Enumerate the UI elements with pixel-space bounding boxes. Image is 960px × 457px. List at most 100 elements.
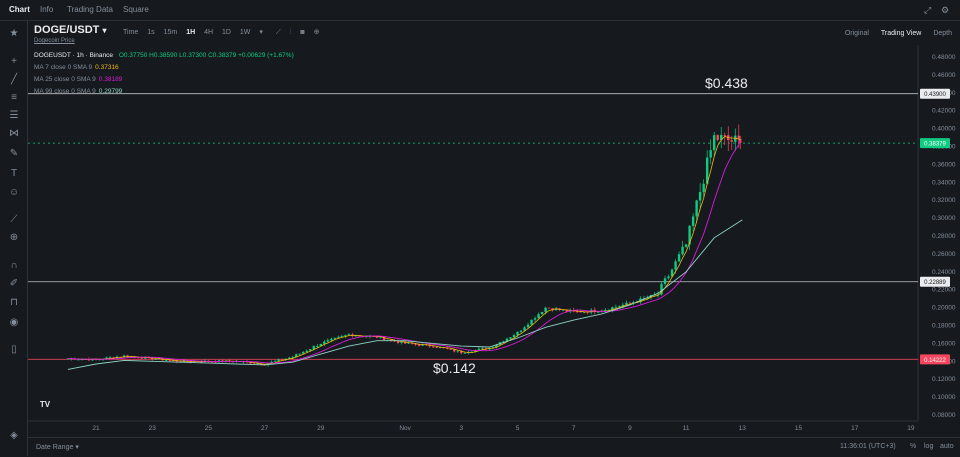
lock-draw-icon[interactable]: ✐ [9, 278, 19, 289]
candle-body [340, 336, 344, 337]
time-tick-label: 21 [92, 425, 100, 432]
fib-icon[interactable]: ☰ [9, 110, 19, 121]
view-trading-view[interactable]: Trading View [880, 30, 922, 37]
candle-body [667, 276, 670, 279]
candle-body [291, 356, 294, 358]
price-tick-label: 0.42000 [932, 108, 956, 115]
ma7-line [67, 135, 741, 365]
candle-body [168, 360, 171, 361]
settings-icon[interactable]: ⚙ [941, 5, 950, 15]
candle-body [565, 309, 568, 312]
auto-toggle[interactable]: auto [940, 443, 954, 450]
candle-body [739, 138, 742, 143]
candle-body [509, 337, 512, 339]
candle-body [186, 360, 189, 362]
tradingview-logo: TV [36, 397, 54, 413]
interval-15m[interactable]: 15m [163, 29, 178, 36]
candle-body [122, 355, 126, 357]
pattern-icon[interactable]: ⋈ [9, 128, 19, 139]
pair-subtitle-link[interactable]: Dogecoin Price [34, 38, 75, 44]
trend-line-icon[interactable]: ╱ [10, 74, 18, 85]
tab-trading-data[interactable]: Trading Data [67, 5, 113, 14]
candle-body [365, 336, 368, 338]
horizontal-lines-icon[interactable]: ≡ [11, 92, 17, 103]
interval-1d[interactable]: 1D [222, 29, 231, 36]
candle-body [396, 341, 400, 343]
candle-body [256, 363, 259, 365]
screenshot-icon[interactable]: ◙ [300, 29, 305, 36]
magnet-icon[interactable]: ∩ [10, 260, 18, 271]
candle-body [579, 311, 582, 313]
tab-info[interactable]: Info [40, 5, 54, 14]
tab-square[interactable]: Square [123, 5, 149, 14]
candle-body [432, 346, 435, 348]
star-icon[interactable]: ★ [9, 28, 19, 39]
candle-body [663, 278, 667, 284]
visibility-icon[interactable]: ◉ [9, 317, 19, 328]
candle-type-icon[interactable]: ⫶ [289, 29, 292, 36]
candle-body [709, 150, 712, 158]
candle-body [210, 361, 214, 363]
bottom-bar: Date Range ▾ 11:36:01 (UTC+3) % log auto [28, 437, 960, 457]
brush-icon[interactable]: ✎ [9, 148, 19, 159]
pair-selector[interactable]: DOGE/USDT ▾ [34, 24, 106, 36]
view-depth[interactable]: Depth [933, 30, 952, 37]
candle-body [439, 347, 442, 348]
candle-body [456, 350, 459, 352]
candle-body [302, 351, 305, 354]
layers-icon[interactable]: ◈ [10, 430, 18, 441]
time-tick-label: 13 [739, 425, 747, 432]
time-tick-label: 29 [317, 425, 325, 432]
tab-chart[interactable]: Chart [9, 5, 30, 14]
price-tick-label: 0.48000 [932, 54, 956, 61]
interval-more-chevron-icon[interactable]: ▾ [259, 29, 263, 36]
zoom-icon[interactable]: ⊕ [9, 232, 19, 243]
interval-1w[interactable]: 1W [239, 29, 251, 36]
emoji-icon[interactable]: ☺ [8, 187, 20, 198]
candle-body [347, 334, 351, 336]
candle-body [463, 352, 467, 354]
candle-body [554, 308, 558, 311]
log-toggle[interactable]: log [924, 443, 934, 450]
candle-body [519, 330, 523, 332]
text-icon[interactable]: T [10, 168, 18, 179]
chevron-down-icon: ▾ [102, 26, 107, 35]
price-chart[interactable]: 0.480000.460000.440000.420000.400000.380… [28, 45, 960, 437]
trash-icon[interactable]: ▯ [11, 344, 17, 355]
candle-body [491, 347, 495, 348]
candle-body [453, 349, 456, 352]
add-icon[interactable]: ⊕ [313, 29, 320, 36]
view-switcher: Original Trading View Depth [835, 30, 952, 37]
candle-body [618, 306, 621, 308]
candle-body [695, 200, 698, 217]
candle-body [382, 336, 386, 341]
time-tick-label: 7 [572, 425, 576, 432]
crosshair-icon[interactable]: + [11, 56, 17, 67]
indicator-icon[interactable]: ⟋ [275, 29, 281, 36]
price-tick-label: 0.32000 [932, 197, 956, 204]
interval-1h[interactable]: 1H [186, 29, 196, 36]
candle-body [309, 349, 312, 351]
interval-1s[interactable]: 1s [147, 29, 155, 36]
ruler-icon[interactable]: ⟋ [10, 214, 18, 225]
price-tick-label: 0.08000 [932, 412, 956, 419]
candle-body [407, 342, 410, 344]
view-original[interactable]: Original [844, 30, 869, 37]
interval-4h[interactable]: 4H [204, 29, 214, 36]
candle-body [540, 311, 544, 315]
candle-body [140, 358, 143, 359]
candle-body [108, 357, 112, 359]
candle-body [734, 135, 737, 142]
date-range-button[interactable]: Date Range ▾ [36, 443, 79, 451]
percent-toggle[interactable]: % [910, 443, 917, 450]
interval-time[interactable]: Time [123, 29, 139, 36]
expand-icon[interactable]: ⤢ [924, 5, 932, 15]
price-tick-label: 0.30000 [932, 215, 956, 222]
candle-body [316, 346, 319, 347]
candle-body [435, 347, 438, 349]
lock-icon[interactable]: ⊓ [10, 297, 18, 308]
ma99-line [67, 219, 743, 370]
candle-body [642, 298, 646, 299]
legend-ma99: MA 99 close 0 SMA 9 0.29799 [34, 88, 122, 95]
candle-body [625, 302, 628, 305]
